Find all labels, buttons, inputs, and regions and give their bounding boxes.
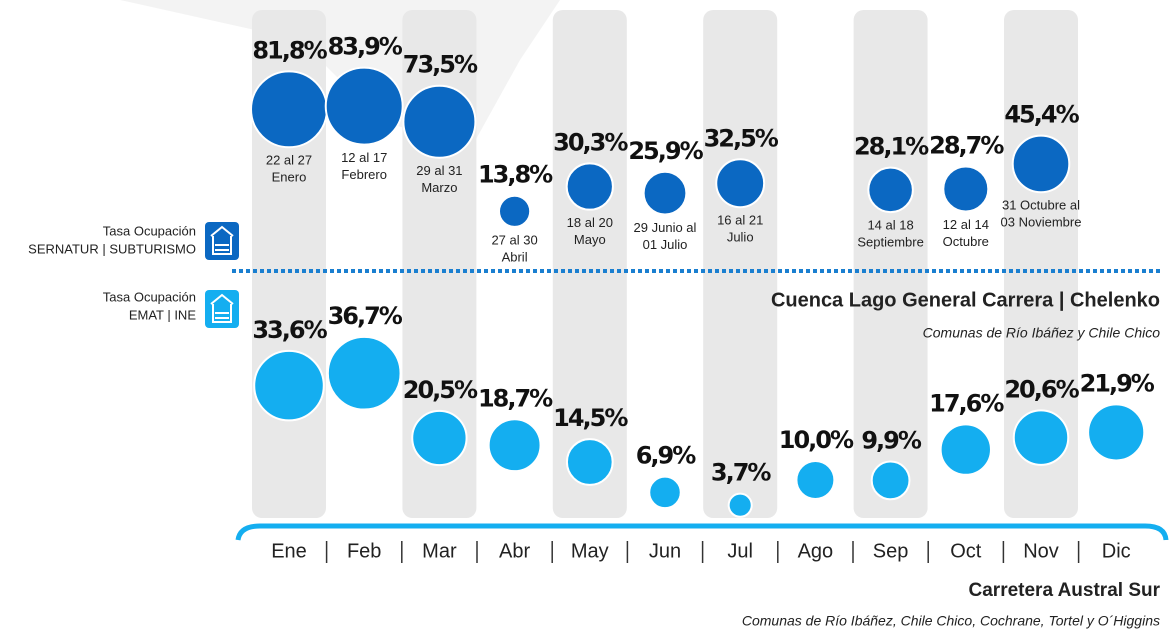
bubble [942,165,990,213]
date-label: Febrero [341,167,387,182]
bubble [727,492,753,518]
legend-label: Tasa Ocupación [103,223,196,238]
value-label: 20,6% [1004,375,1079,403]
x-tick-label: Feb [347,540,381,562]
bubble [1012,409,1070,466]
x-tick-label: Abr [499,540,530,562]
x-tick-label: Dic [1102,540,1131,562]
bubble [324,66,404,146]
value-label: 32,5% [704,124,779,152]
region-subtitle: Comunas de Río Ibáñez y Chile Chico [923,325,1161,341]
region-subtitle: Comunas de Río Ibáñez, Chile Chico, Coch… [742,613,1160,629]
bubble [253,349,325,422]
value-label: 14,5% [553,404,628,432]
date-label: Marzo [421,180,457,195]
value-label: 18,7% [478,384,553,412]
date-label: 01 Julio [643,237,688,252]
bubble [250,70,328,149]
value-label: 30,3% [553,128,628,156]
x-tick-label: Sep [873,540,909,562]
month-bracket [235,523,1169,541]
value-label: 28,7% [929,131,1004,159]
date-label: 03 Noviembre [1001,215,1082,230]
date-label: 16 al 21 [717,213,763,228]
date-label: Octubre [943,234,989,249]
date-label: Abril [502,249,528,264]
date-label: 29 Junio al [634,220,697,235]
region-title: Carretera Austral Sur [969,580,1161,601]
value-label: 83,9% [328,33,403,61]
value-label: 21,9% [1080,369,1155,397]
value-label: 45,4% [1004,101,1079,129]
bubble [402,84,477,159]
date-label: Julio [727,230,754,245]
bubble [939,423,992,476]
value-label: 36,7% [328,302,403,330]
value-label: 6,9% [636,442,697,470]
bubble [411,409,468,467]
x-tick-label: Oct [950,540,982,562]
date-label: Septiembre [857,235,923,250]
value-label: 3,7% [711,459,772,487]
date-label: 12 al 14 [943,217,989,232]
x-tick-label: Nov [1023,540,1059,562]
bubble [1087,403,1146,462]
x-tick-label: Jun [649,540,681,562]
bubble [870,460,911,501]
value-label: 25,9% [628,137,703,165]
value-label: 10,0% [779,426,854,454]
x-tick-label: Mar [422,540,457,562]
date-label: 18 al 20 [567,215,613,230]
bubble [565,438,614,486]
legend-icon-bottom [205,290,239,328]
value-label: 33,6% [252,316,327,344]
value-label: 9,9% [861,427,922,455]
legend-label: Tasa Ocupación [103,289,196,304]
bubble [565,162,614,211]
value-label: 28,1% [854,133,929,161]
column-band [703,10,778,518]
value-label: 81,8% [252,36,327,64]
legend-source: EMAT | INE [129,307,197,322]
value-label: 73,5% [403,51,478,79]
bubble [326,335,402,411]
date-label: 22 al 27 [266,153,312,168]
x-tick-label: Jul [727,540,753,562]
bubble [642,170,688,216]
region-title: Cuenca Lago General Carrera | Chelenko [771,289,1160,311]
bubble [867,166,914,214]
legend-source: SERNATUR | SUBTURISMO [28,241,196,256]
bubble [648,475,682,510]
date-label: 27 al 30 [491,232,537,247]
column-band [552,10,627,518]
date-label: 31 Octubre al [1002,198,1080,213]
x-tick-label: Ene [271,540,307,562]
bubble [715,158,766,209]
x-tick-label: Ago [798,540,834,562]
bubble [795,460,836,500]
column-band [1004,10,1078,518]
date-label: 29 al 31 [416,163,462,178]
value-label: 20,5% [403,376,478,404]
bubble [1011,134,1071,194]
date-label: Mayo [574,232,606,247]
date-label: 14 al 18 [867,218,913,233]
date-label: 12 al 17 [341,150,387,165]
legend-icon-top [205,222,239,260]
value-label: 17,6% [929,389,1004,417]
value-label: 13,8% [478,161,553,189]
bubble [487,418,542,473]
date-label: Enero [272,170,307,185]
column-band [853,10,928,518]
x-tick-label: May [571,540,609,562]
bubble [497,194,532,228]
